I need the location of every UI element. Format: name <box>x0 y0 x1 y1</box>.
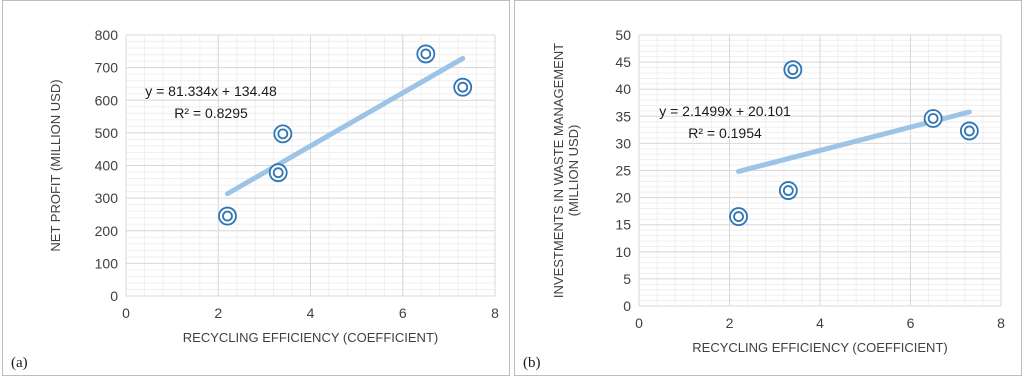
y-tick-label: 30 <box>615 135 631 151</box>
y-tick-label: 25 <box>615 163 631 179</box>
y-tick-label: 400 <box>95 158 119 174</box>
r-squared-label: R² = 0.8295 <box>174 105 248 121</box>
trendline-equation: y = 81.334x + 134.48 <box>145 83 277 99</box>
x-tick-label: 4 <box>816 315 824 331</box>
y-axis-title: (MILLION USD) <box>566 125 581 217</box>
y-tick-label: 200 <box>95 223 119 239</box>
scatter-chart-a: 0 100 200 300 400 500 600 700 800 0 2 4 6 8 RECYCLING … <box>11 27 499 371</box>
data-point-inner <box>277 128 289 140</box>
y-tick-label: 45 <box>615 54 631 70</box>
r-squared-label: R² = 0.1954 <box>688 125 762 141</box>
y-tick-label: 20 <box>615 190 631 206</box>
data-point-inner <box>963 125 975 137</box>
chart-panel-b: 0 5 10 15 20 25 30 35 40 45 50 0 2 4 6 8 RECYCLING EFFIC… <box>514 0 1022 376</box>
y-tick-label: 100 <box>95 255 119 271</box>
y-tick-label: 50 <box>615 27 631 43</box>
y-tick-label: 800 <box>95 27 119 43</box>
x-tick-label: 8 <box>997 315 1005 331</box>
y-tick-label: 0 <box>110 288 118 304</box>
x-tick-label: 2 <box>726 315 734 331</box>
y-axis-title: INVESTMENTS IN WASTE MANAGEMENT <box>551 43 566 298</box>
y-tick-label: 0 <box>623 298 631 314</box>
trendline <box>224 55 466 197</box>
data-point-inner <box>222 210 233 222</box>
x-tick-label: 0 <box>635 315 643 331</box>
y-tick-label: 300 <box>95 190 119 206</box>
chart-panel-a: 0 100 200 300 400 500 600 700 800 0 2 4 6 8 RECYCLING … <box>2 0 510 376</box>
y-axis-title: NET PROFIT (MILLION USD) <box>48 79 63 251</box>
data-point-inner <box>787 64 799 76</box>
data-point-inner <box>927 113 939 124</box>
y-tick-label: 15 <box>615 217 631 233</box>
data-point-inner <box>733 211 744 222</box>
y-tick-label: 600 <box>95 92 119 108</box>
data-point-inner <box>272 167 284 179</box>
x-axis-title: RECYCLING EFFICIENCY (COEFFICIENT) <box>183 330 438 345</box>
data-point-inner <box>782 185 794 196</box>
panel-label: (b) <box>523 355 541 371</box>
x-tick-label: 0 <box>122 305 130 321</box>
x-tick-label: 2 <box>214 305 222 321</box>
data-point-inner <box>420 48 432 60</box>
y-tick-label: 35 <box>615 108 631 124</box>
y-tick-label: 700 <box>95 60 119 76</box>
scatter-chart-b: 0 5 10 15 20 25 30 35 40 45 50 0 2 4 6 8 RECYCLING EFFIC… <box>523 27 1005 371</box>
x-tick-label: 4 <box>307 305 315 321</box>
panel-label: (a) <box>11 355 28 371</box>
y-tick-label: 5 <box>623 271 631 287</box>
trendline-equation: y = 2.1499x + 20.101 <box>659 103 791 119</box>
y-tick-label: 40 <box>615 81 631 97</box>
x-tick-label: 8 <box>491 305 499 321</box>
x-tick-label: 6 <box>399 305 407 321</box>
y-tick-label: 10 <box>615 244 631 260</box>
y-tick-label: 500 <box>95 125 119 141</box>
x-tick-label: 6 <box>907 315 915 331</box>
x-axis-title: RECYCLING EFFICIENCY (COEFFICIENT) <box>692 340 947 355</box>
data-point-inner <box>457 81 469 93</box>
